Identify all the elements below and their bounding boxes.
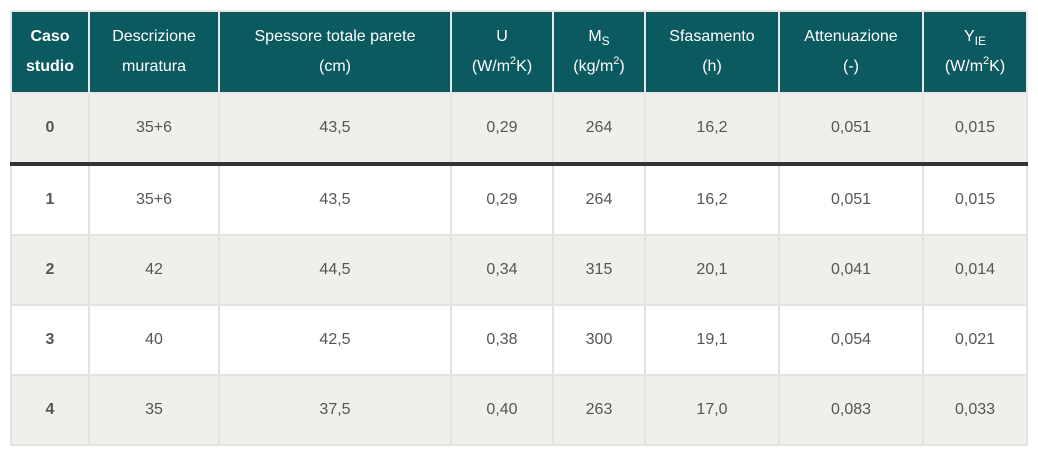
header-descrizione-muratura: Descrizione muratura — [88, 10, 220, 94]
cell-attenuazione: 0,051 — [778, 92, 924, 166]
cell-ms: 263 — [552, 374, 646, 446]
cell-descrizione: 35 — [88, 374, 220, 446]
cell-u: 0,38 — [450, 304, 554, 376]
cell-ms: 315 — [552, 234, 646, 306]
cell-descrizione: 40 — [88, 304, 220, 376]
cell-attenuazione: 0,083 — [778, 374, 924, 446]
cell-ms: 264 — [552, 92, 646, 166]
cell-sfasamento: 16,2 — [644, 92, 780, 166]
cell-attenuazione: 0,051 — [778, 163, 924, 236]
header-u: U (W/m2K) — [450, 10, 554, 94]
cell-caso: 1 — [10, 163, 90, 236]
header-caso-studio: Caso studio — [10, 10, 90, 94]
header-yie: YIE (W/m2K) — [922, 10, 1028, 94]
cell-sfasamento: 16,2 — [644, 163, 780, 236]
cell-spessore: 37,5 — [218, 374, 452, 446]
cell-u: 0,29 — [450, 92, 554, 166]
header-sfasamento: Sfasamento (h) — [644, 10, 780, 94]
cell-spessore: 43,5 — [218, 92, 452, 166]
cell-caso: 2 — [10, 234, 90, 306]
cell-yie: 0,014 — [922, 234, 1028, 306]
header-ms: MS (kg/m2) — [552, 10, 646, 94]
cell-attenuazione: 0,041 — [778, 234, 924, 306]
cell-descrizione: 42 — [88, 234, 220, 306]
cell-sfasamento: 20,1 — [644, 234, 780, 306]
cell-attenuazione: 0,054 — [778, 304, 924, 376]
cell-ms: 300 — [552, 304, 646, 376]
cell-caso: 4 — [10, 374, 90, 446]
table-row: 0 35+6 43,5 0,29 264 16,2 0,051 0,015 — [10, 92, 1028, 166]
cell-descrizione: 35+6 — [88, 92, 220, 166]
table-container: Caso studio Descrizione muratura Spessore … — [10, 10, 1028, 446]
data-table: Caso studio Descrizione muratura Spessore … — [10, 10, 1028, 446]
header-spessore: Spessore totale parete (cm) — [218, 10, 452, 94]
cell-u: 0,29 — [450, 163, 554, 236]
cell-spessore: 43,5 — [218, 163, 452, 236]
cell-yie: 0,033 — [922, 374, 1028, 446]
cell-ms: 264 — [552, 163, 646, 236]
cell-yie: 0,021 — [922, 304, 1028, 376]
table-row: 1 35+6 43,5 0,29 264 16,2 0,051 0,015 — [10, 163, 1028, 236]
header-row: Caso studio Descrizione muratura Spessore … — [10, 10, 1028, 94]
table-row: 2 42 44,5 0,34 315 20,1 0,041 0,014 — [10, 234, 1028, 306]
cell-u: 0,40 — [450, 374, 554, 446]
cell-sfasamento: 19,1 — [644, 304, 780, 376]
cell-u: 0,34 — [450, 234, 554, 306]
cell-caso: 3 — [10, 304, 90, 376]
cell-caso: 0 — [10, 92, 90, 166]
table-row: 4 35 37,5 0,40 263 17,0 0,083 0,033 — [10, 374, 1028, 446]
header-attenuazione: Attenuazione (-) — [778, 10, 924, 94]
cell-spessore: 42,5 — [218, 304, 452, 376]
cell-descrizione: 35+6 — [88, 163, 220, 236]
cell-sfasamento: 17,0 — [644, 374, 780, 446]
table-row: 3 40 42,5 0,38 300 19,1 0,054 0,021 — [10, 304, 1028, 376]
cell-spessore: 44,5 — [218, 234, 452, 306]
cell-yie: 0,015 — [922, 92, 1028, 166]
cell-yie: 0,015 — [922, 163, 1028, 236]
